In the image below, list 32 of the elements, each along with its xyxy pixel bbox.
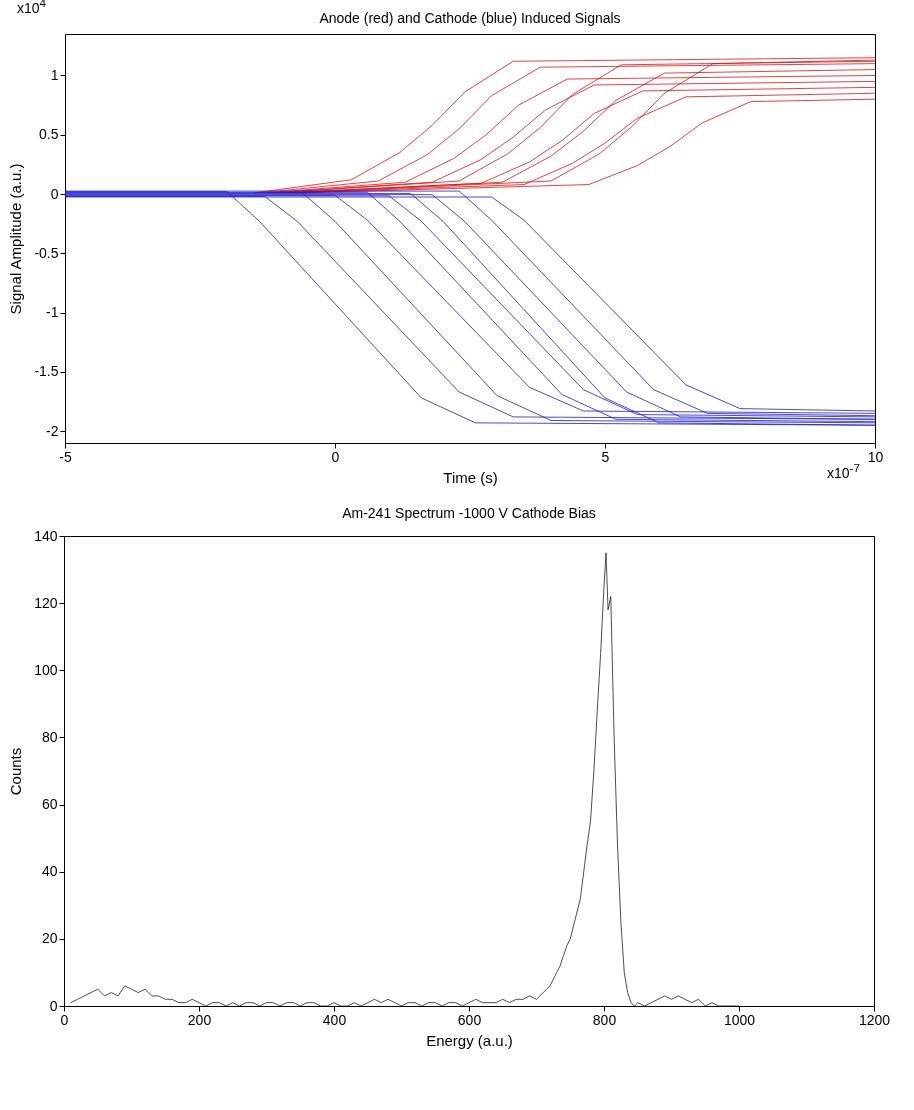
y-tick-label: 0 bbox=[49, 997, 58, 1014]
x-tick-label: 400 bbox=[322, 1011, 347, 1028]
x-tick-label: 800 bbox=[592, 1011, 617, 1028]
x-tick-label: 600 bbox=[457, 1011, 482, 1028]
y-axis-title: Counts bbox=[7, 747, 25, 796]
x-tick-label: 1200 bbox=[858, 1011, 891, 1028]
y-tick-label: 60 bbox=[41, 796, 58, 813]
y-tick-label: -0.5 bbox=[34, 244, 59, 261]
y-tick-label: -2 bbox=[46, 422, 59, 439]
chart-title: Anode (red) and Cathode (blue) Induced Signals bbox=[319, 10, 621, 26]
x-tick-label: 0 bbox=[331, 448, 340, 465]
x-axis-title: Time (s) bbox=[443, 468, 498, 486]
chart-title: Am-241 Spectrum -1000 V Cathode Bias bbox=[342, 505, 596, 521]
y-tick-label: 140 bbox=[34, 527, 58, 544]
y-tick-label: -1.5 bbox=[34, 363, 59, 380]
y-tick-label: 80 bbox=[41, 728, 58, 745]
x-tick-label: 200 bbox=[187, 1011, 212, 1028]
y-tick-label: 1 bbox=[50, 66, 59, 83]
y-tick-label: -1 bbox=[46, 304, 59, 321]
y-axis-title: Signal Amplitude (a.u.) bbox=[7, 163, 25, 315]
x-tick-label: -5 bbox=[59, 448, 72, 465]
x-tick-label: 1000 bbox=[723, 1011, 756, 1028]
x-axis-title: Energy (a.u.) bbox=[426, 1031, 513, 1049]
y-tick-label: 0.5 bbox=[39, 126, 59, 143]
y-tick-label: 40 bbox=[41, 863, 58, 880]
x-tick-label: 5 bbox=[601, 448, 610, 465]
y-tick-label: 120 bbox=[34, 594, 58, 611]
y-tick-label: 20 bbox=[41, 930, 58, 947]
y-tick-label: 100 bbox=[34, 661, 58, 678]
y-tick-label: 0 bbox=[50, 185, 59, 202]
x-tick-label: 10 bbox=[867, 448, 884, 465]
text: x10$^{-7}$ bbox=[827, 461, 860, 481]
